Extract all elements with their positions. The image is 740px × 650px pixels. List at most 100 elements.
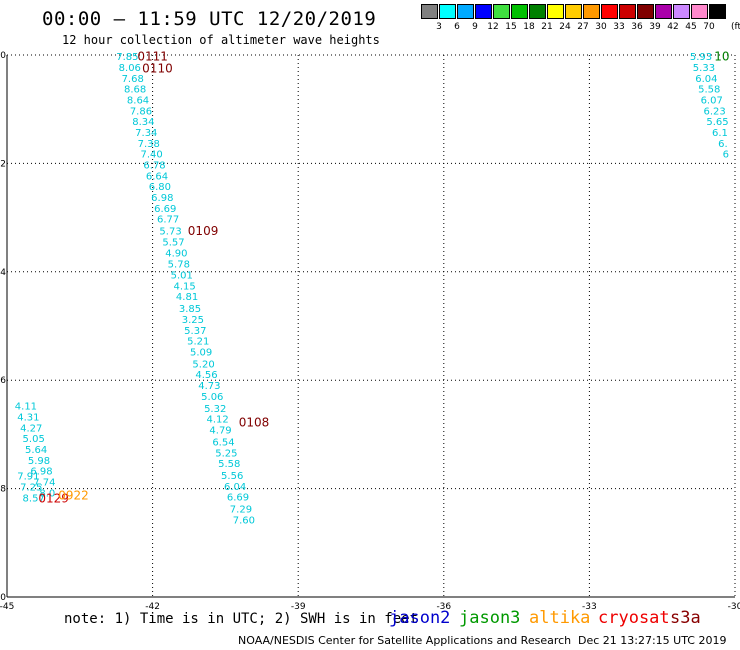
wave-height-value: 5.09 [190,347,212,358]
wave-height-value: 7.40 [140,150,162,161]
legend-tick-label: 15 [505,22,517,32]
lon-tick-label: -39 [291,602,306,612]
wave-height-value: 3.85 [179,304,201,315]
wave-height-value: 4.81 [176,292,198,303]
legend-swatch [601,4,618,19]
pass-time-label: 0129 [38,491,69,505]
wave-height-value: 6.69 [227,493,249,504]
wave-height-value: 6.78 [143,160,165,171]
satellite-label-s3a: s3a [670,608,701,628]
legend-tick-label: 21 [541,22,553,32]
wave-height-value: 4.90 [165,248,187,259]
wave-height-value: 6 [723,150,729,161]
wave-height-value: 5.58 [698,85,720,96]
legend-tick-label: 18 [523,22,535,32]
wave-height-value: 5.73 [159,227,181,238]
wave-height-value: 6.77 [157,215,179,226]
legend-swatch [439,4,456,19]
wave-height-value: 8.0 [39,488,55,499]
wave-height-value: 5.64 [25,445,47,456]
generation-timestamp: Dec 21 13:27:15 UTC 2019 [578,634,727,647]
lon-tick-label: -33 [582,602,597,612]
legend-swatch [547,4,564,19]
wave-height-value: 5.57 [162,237,184,248]
wave-height-value: 5.25 [215,448,237,459]
footer-note: note: 1) Time is in UTC; 2) SWH is in fe… [64,611,419,627]
legend-tick-label: 12 [487,22,499,32]
wave-height-value: 7.34 [135,128,157,139]
legend-swatch [529,4,546,19]
wave-height-value: 8.64 [127,95,149,106]
wave-height-value: 6.69 [154,204,176,215]
legend-tick-label: 27 [577,22,589,32]
wave-height-value: 6.98 [30,467,52,478]
wave-height-value: 4.31 [17,413,39,424]
wave-height-value: 5.32 [204,404,226,415]
lat-tick-label: -36 [0,376,6,386]
lat-tick-label: -40 [0,593,6,603]
wave-height-value: 5.93 [690,52,712,63]
satellite-label-altika: altika [529,608,591,628]
legend-tick-label: 42 [667,22,679,32]
legend-swatch [709,4,726,19]
wave-height-value: 5.98 [28,456,50,467]
wave-height-value: 5.21 [187,337,209,348]
wave-height-value: 6.98 [151,193,173,204]
wave-height-value: 8.06 [119,63,141,74]
wave-height-value: 7.85 [116,52,138,63]
wave-height-value: 5.01 [171,271,193,282]
wave-height-value: 4.56 [195,370,217,381]
wave-height-value: 3.25 [182,315,204,326]
pass-time-label: 0108 [239,415,270,429]
lon-tick-label: -36 [436,602,451,612]
lat-tick-label: -30 [0,51,6,61]
legend-tick-label: 3 [436,22,442,32]
wave-height-value: 5.06 [201,392,223,403]
wave-height-value: 6.23 [703,106,725,117]
legend-swatch [475,4,492,19]
legend-swatch [583,4,600,19]
satellite-label-cryosat: cryosat [598,608,670,628]
legend-tick-label: 36 [631,22,643,32]
wave-height-value: 4.15 [173,281,195,292]
wave-height-value: 7.38 [138,139,160,150]
wave-height-value: 5.37 [184,326,206,337]
wave-height-value: 5.56 [221,471,243,482]
wave-height-value: 8.34 [132,117,154,128]
legend-tick-label: 30 [595,22,607,32]
wave-height-value: 6.04 [224,482,246,493]
wave-height-value: 7.60 [233,515,255,526]
legend-tick-label: 9 [472,22,478,32]
credit-text: NOAA/NESDIS Center for Satellite Applica… [238,634,572,647]
wave-height-value: 5.78 [168,260,190,271]
lon-tick-label: -42 [145,602,160,612]
wave-height-value: 4.79 [209,426,231,437]
wave-height-value: 8.57 [23,493,45,504]
legend-swatch [655,4,672,19]
pass-time-label: 0110 [142,62,173,76]
legend-swatch [565,4,582,19]
wave-height-value: 6.80 [149,182,171,193]
wave-height-value: 6.04 [695,74,717,85]
legend-swatch [493,4,510,19]
legend-swatch [457,4,474,19]
wave-height-value: 6.54 [212,437,234,448]
wave-height-value: 5.05 [23,434,45,445]
legend-tick-label: 33 [613,22,625,32]
page-subtitle: 12 hour collection of altimeter wave hei… [62,33,380,47]
legend-swatch [637,4,654,19]
wave-height-value: 4.27 [20,423,42,434]
wave-height-value: 4.73 [198,381,220,392]
satellite-label-jason3: jason3 [459,608,521,628]
legend-tick-label: 24 [559,22,571,32]
lon-tick-label: -30 [728,602,740,612]
wave-height-value: 5.58 [218,459,240,470]
wave-height-value: 4.12 [207,415,229,426]
wave-height-value: 7.74 [33,478,55,489]
legend-tick-label: 45 [685,22,697,32]
wave-height-value: 7.91 [17,472,39,483]
legend-swatch [691,4,708,19]
legend-tick-label: 39 [649,22,661,32]
lat-tick-label: -32 [0,159,6,169]
